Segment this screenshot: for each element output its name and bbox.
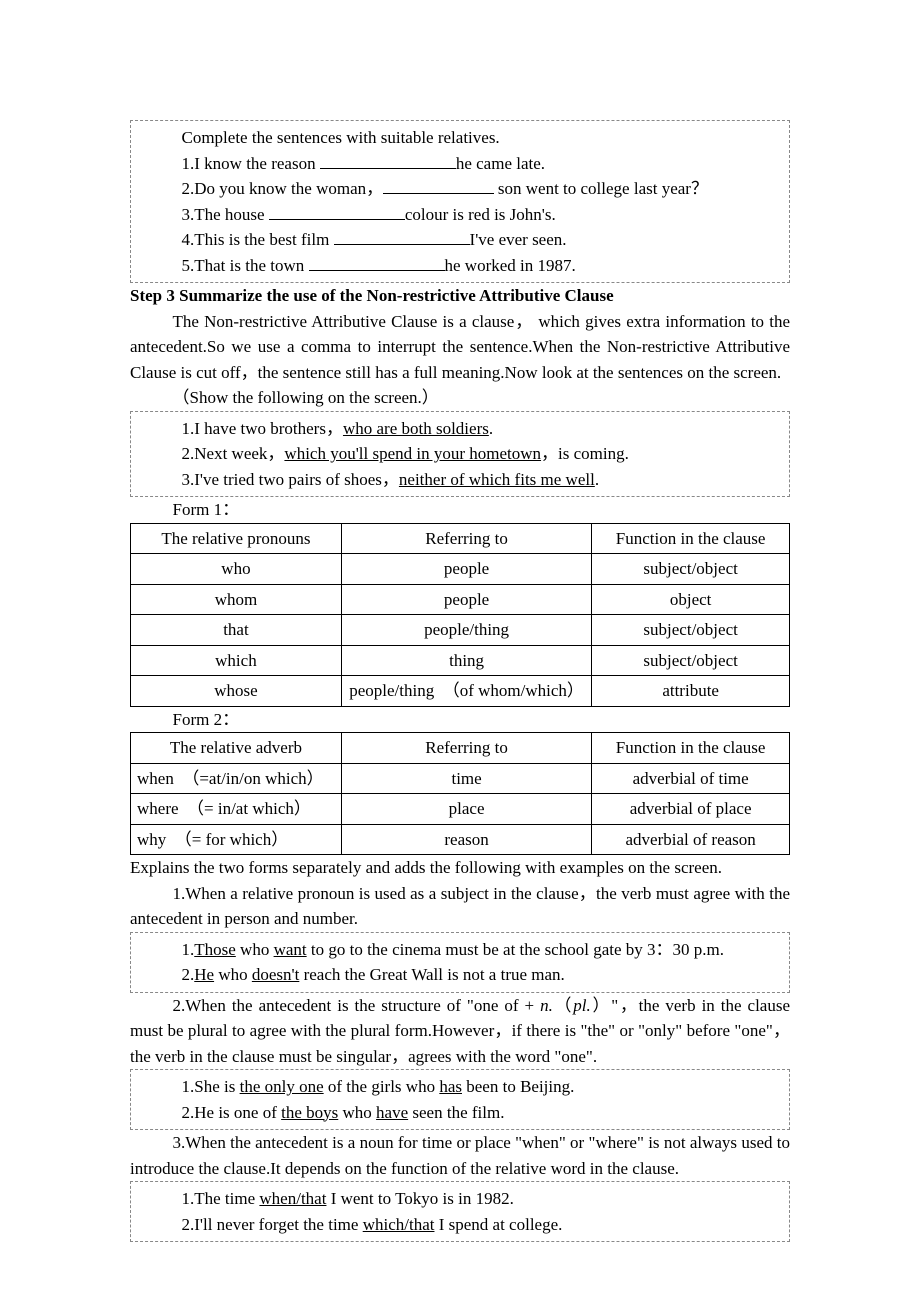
blank — [269, 219, 405, 220]
table-row: when （=at/in/on which）timeadverbial of t… — [131, 763, 790, 794]
example-box-4: 1.She is the only one of the girls who h… — [130, 1069, 790, 1130]
blank — [334, 244, 470, 245]
example-box-3: 1.Those who want to go to the cinema mus… — [130, 932, 790, 993]
example-box-2: 1.I have two brothers，who are both soldi… — [130, 411, 790, 498]
table-row: whosepeople/thing （of whom/which）attribu… — [131, 676, 790, 707]
box1-q4: 4.This is the best film I've ever seen. — [139, 227, 781, 253]
box1-q3: 3.The house colour is red is John's. — [139, 202, 781, 228]
step3-show: （Show the following on the screen.） — [130, 385, 790, 411]
box1-q5: 5.That is the town he worked in 1987. — [139, 253, 781, 279]
form2-label: Form 2： — [130, 707, 790, 733]
table-row: thatpeople/thingsubject/object — [131, 615, 790, 646]
step3-paragraph: The Non-restrictive Attributive Clause i… — [130, 309, 790, 386]
explain-text: Explains the two forms separately and ad… — [130, 855, 790, 881]
table-row: where （= in/at which）placeadverbial of p… — [131, 794, 790, 825]
box2-s3: 3.I've tried two pairs of shoes，neither … — [139, 467, 781, 493]
box1-q1: 1.I know the reason he came late. — [139, 151, 781, 177]
table-header: Referring to — [341, 523, 591, 554]
rule2: 2.When the antecedent is the structure o… — [130, 993, 790, 1070]
box2-s1: 1.I have two brothers，who are both soldi… — [139, 416, 781, 442]
box5-s2: 2.I'll never forget the time which/that … — [139, 1212, 781, 1238]
example-box-5: 1.The time when/that I went to Tokyo is … — [130, 1181, 790, 1242]
box4-s1: 1.She is the only one of the girls who h… — [139, 1074, 781, 1100]
table-row: why （= for which）reasonadverbial of reas… — [131, 824, 790, 855]
rule1: 1.When a relative pronoun is used as a s… — [130, 881, 790, 932]
table-row: whichthingsubject/object — [131, 645, 790, 676]
exercise-box-1: Complete the sentences with suitable rel… — [130, 120, 790, 283]
form2-table: The relative adverb Referring to Functio… — [130, 732, 790, 855]
table-header: Referring to — [341, 733, 591, 764]
table-header: Function in the clause — [592, 523, 790, 554]
box3-s2: 2.He who doesn't reach the Great Wall is… — [139, 962, 781, 988]
rule3: 3.When the antecedent is a noun for time… — [130, 1130, 790, 1181]
blank — [309, 270, 445, 271]
box1-instruction: Complete the sentences with suitable rel… — [139, 125, 781, 151]
box3-s1: 1.Those who want to go to the cinema mus… — [139, 937, 781, 963]
table-header-row: The relative pronouns Referring to Funct… — [131, 523, 790, 554]
box4-s2: 2.He is one of the boys who have seen th… — [139, 1100, 781, 1126]
form1-label: Form 1： — [130, 497, 790, 523]
step3-heading: Step 3 Summarize the use of the Non-rest… — [130, 283, 790, 309]
table-row: whopeoplesubject/object — [131, 554, 790, 585]
table-row: whompeopleobject — [131, 584, 790, 615]
form1-table: The relative pronouns Referring to Funct… — [130, 523, 790, 707]
blank — [320, 168, 456, 169]
box5-s1: 1.The time when/that I went to Tokyo is … — [139, 1186, 781, 1212]
table-header: The relative adverb — [131, 733, 342, 764]
box2-s2: 2.Next week，which you'll spend in your h… — [139, 441, 781, 467]
blank — [383, 193, 494, 194]
table-header: The relative pronouns — [131, 523, 342, 554]
table-header: Function in the clause — [592, 733, 790, 764]
table-header-row: The relative adverb Referring to Functio… — [131, 733, 790, 764]
box1-q2: 2.Do you know the woman， son went to col… — [139, 176, 781, 202]
